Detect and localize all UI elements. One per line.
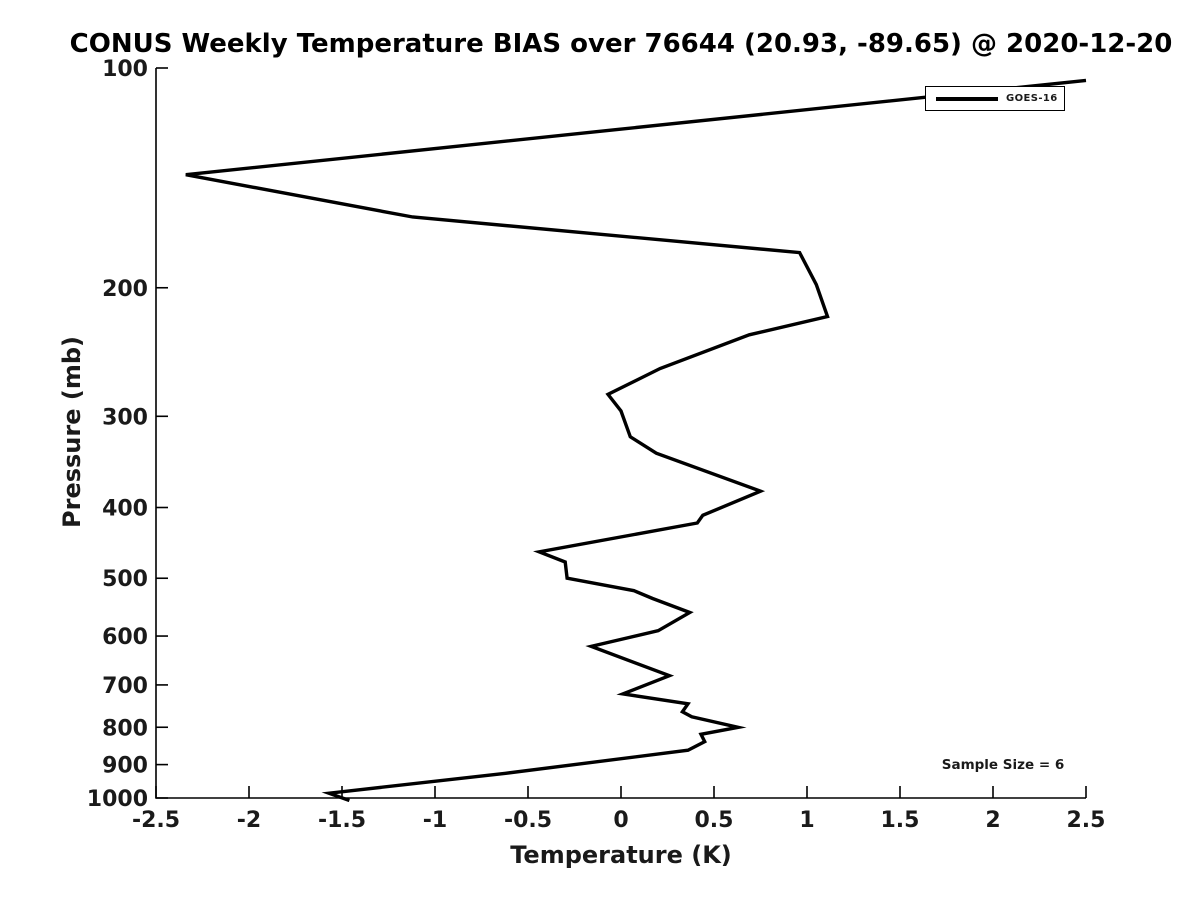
x-tick-label: -0.5	[504, 808, 552, 833]
x-tick-label: -2	[237, 808, 261, 833]
y-tick-label: 900	[102, 754, 148, 779]
x-tick-label: -1.5	[318, 808, 366, 833]
y-tick-label: 300	[102, 405, 148, 430]
y-tick-label: 400	[102, 497, 148, 522]
x-tick-label: -1	[423, 808, 447, 833]
y-tick-label: 200	[102, 277, 148, 302]
y-tick-label: 1000	[87, 787, 148, 812]
x-tick-label: 1.5	[881, 808, 920, 833]
chart-title: CONUS Weekly Temperature BIAS over 76644…	[69, 29, 1173, 59]
x-tick-label: 2.5	[1067, 808, 1106, 833]
y-tick-label: 700	[102, 674, 148, 699]
series-line-goes-16	[185, 78, 1087, 802]
y-tick-label: 100	[102, 57, 148, 82]
x-tick-label: 0	[613, 808, 628, 833]
x-axis-label: Temperature (K)	[510, 841, 732, 869]
sample-size-annotation: Sample Size = 6	[941, 757, 1065, 773]
legend: GOES-16	[925, 86, 1065, 111]
x-tick-label: -2.5	[132, 808, 180, 833]
legend-line-swatch	[936, 96, 998, 101]
y-tick-label: 500	[102, 567, 148, 592]
legend-series-label: GOES-16	[1006, 93, 1058, 104]
x-tick-label: 0.5	[695, 808, 734, 833]
y-tick-label: 800	[102, 716, 148, 741]
x-tick-label: 2	[985, 808, 1000, 833]
y-tick-label: 600	[102, 625, 148, 650]
x-tick-label: 1	[799, 808, 814, 833]
axis-spines	[155, 68, 1086, 799]
y-axis-label: Pressure (mb)	[58, 336, 86, 528]
